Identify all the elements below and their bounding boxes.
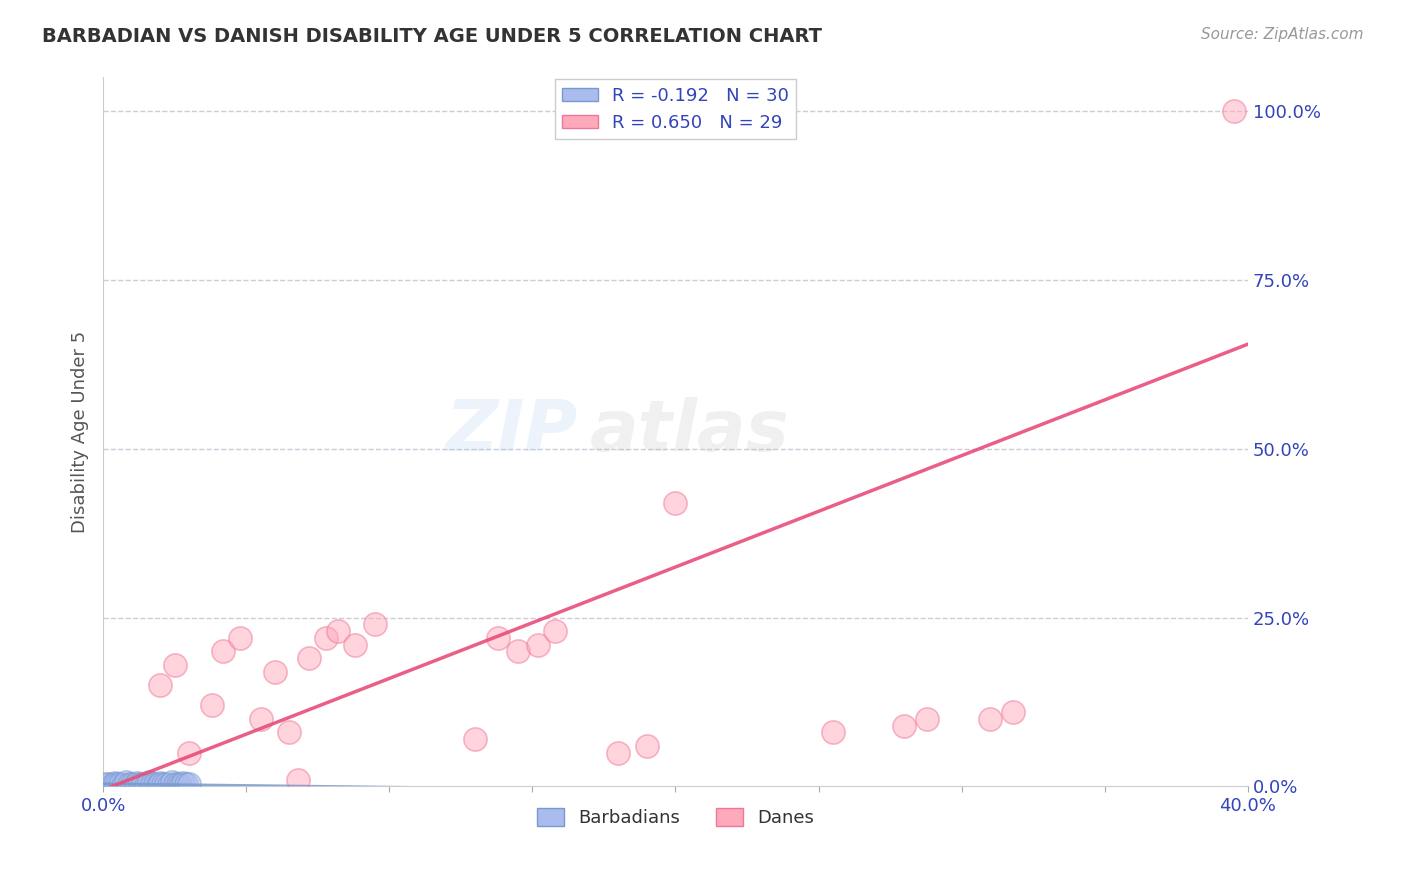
Point [201,698,224,713]
Point [326,624,349,639]
Point [607,746,630,760]
Point [278,725,301,739]
Point [166,777,188,791]
Point [124,778,146,792]
Point [149,678,172,692]
Point [155,777,177,791]
Point [135,778,157,792]
Point [160,775,183,789]
Point [343,638,366,652]
Legend: Barbadians, Danes: Barbadians, Danes [529,800,821,834]
Point [143,777,166,791]
Point [127,776,149,790]
Point [163,657,186,672]
Point [821,725,844,739]
Point [112,778,135,792]
Point [163,777,186,791]
Point [149,776,172,790]
Point [172,776,194,790]
Point [121,777,143,791]
Text: Source: ZipAtlas.com: Source: ZipAtlas.com [1201,27,1364,42]
Point [1222,104,1244,119]
Point [177,777,200,791]
Text: BARBADIAN VS DANISH DISABILITY AGE UNDER 5 CORRELATION CHART: BARBADIAN VS DANISH DISABILITY AGE UNDER… [42,27,823,45]
Point [141,777,163,791]
Point [107,777,129,791]
Point [917,712,939,726]
Point [249,712,271,726]
Text: ZIP: ZIP [446,398,578,467]
Point [174,777,197,791]
Point [132,777,155,791]
Point [94,777,117,791]
Point [506,644,529,658]
Point [129,777,152,791]
Point [115,775,138,789]
Point [544,624,567,639]
Point [486,631,509,645]
Point [110,777,132,791]
Point [146,778,169,792]
Point [212,644,235,658]
Point [138,775,160,789]
Point [893,719,915,733]
Point [664,496,686,510]
Point [464,732,486,747]
Point [100,778,122,792]
Point [97,777,120,791]
Point [1002,705,1025,719]
Point [157,778,180,792]
Point [177,746,200,760]
Point [152,777,174,791]
Point [364,617,387,632]
Point [263,665,285,679]
Point [169,778,191,792]
Point [979,712,1001,726]
Point [118,777,141,791]
Point [315,631,337,645]
Text: atlas: atlas [589,398,789,467]
Point [298,651,321,665]
Y-axis label: Disability Age Under 5: Disability Age Under 5 [72,331,89,533]
Point [636,739,658,753]
Point [103,776,125,790]
Point [527,638,550,652]
Point [287,772,309,787]
Point [229,631,252,645]
